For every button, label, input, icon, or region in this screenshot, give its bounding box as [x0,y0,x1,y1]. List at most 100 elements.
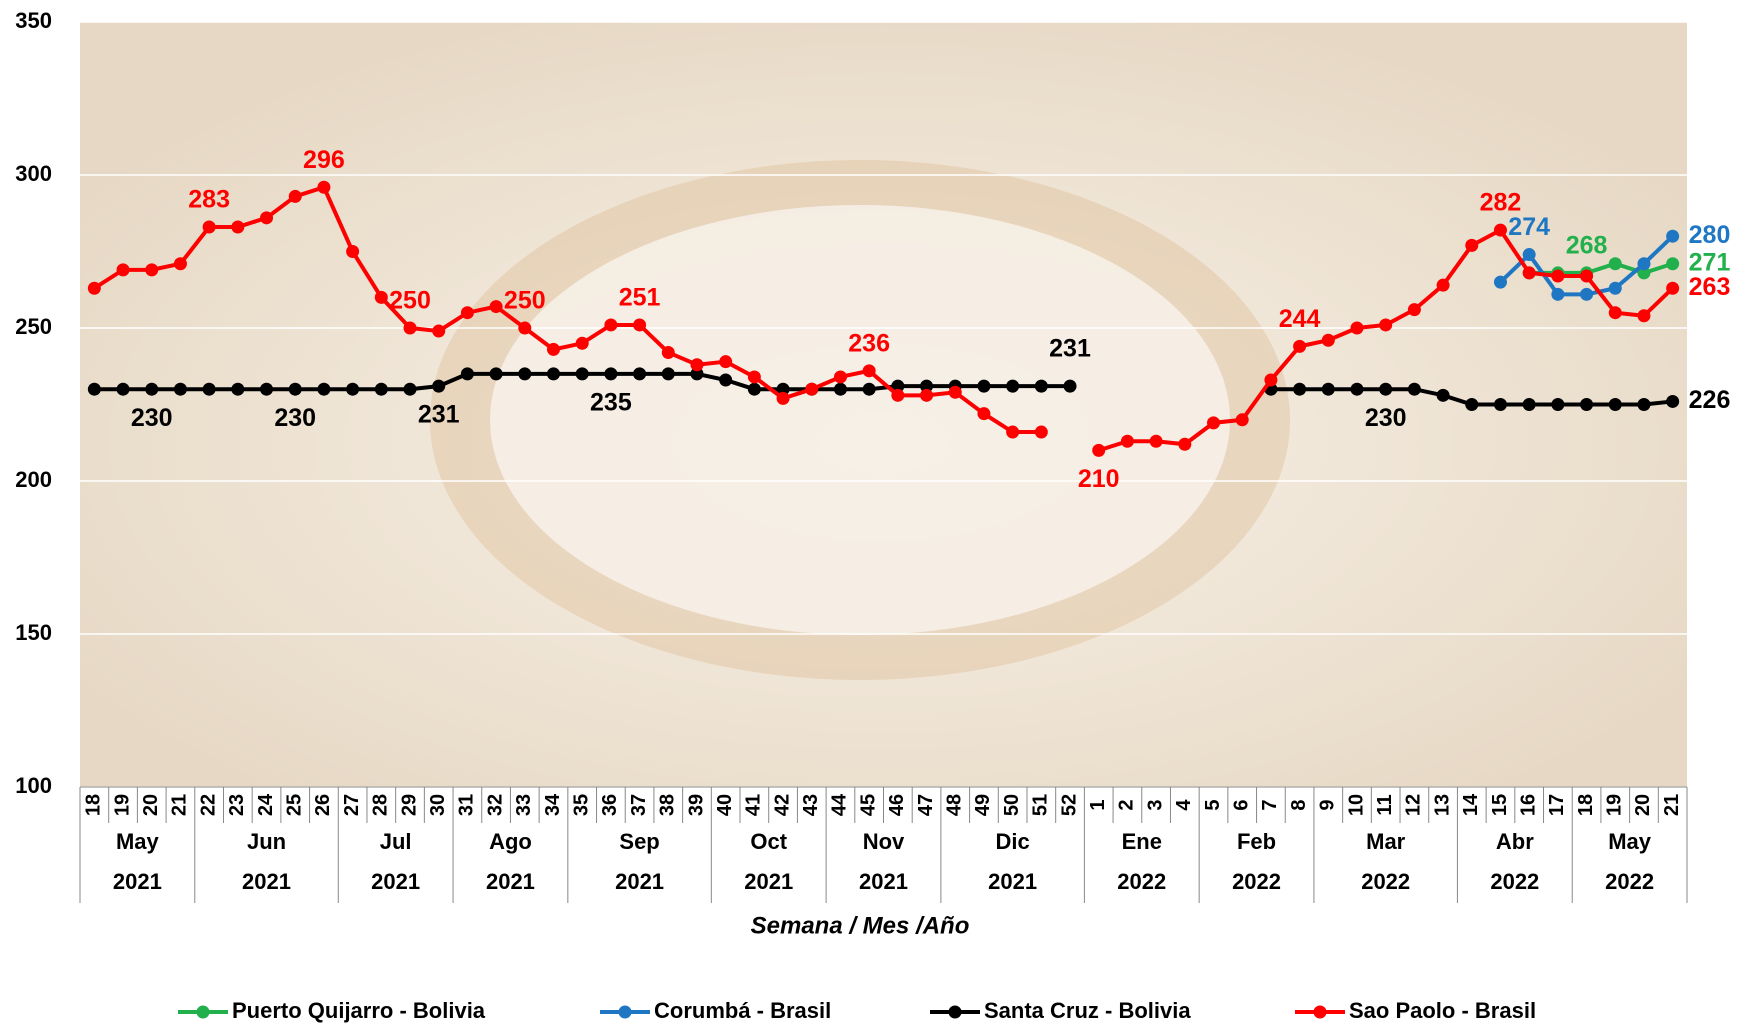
point [403,382,417,396]
data-label: 230 [274,404,316,432]
data-label: 296 [303,146,345,174]
point [1321,333,1335,347]
point [891,379,905,393]
point [920,388,934,402]
month-label: Ene [1122,829,1162,854]
year-label: 2021 [113,869,162,894]
point [633,367,647,381]
x-tick-label: 21 [1661,794,1683,816]
data-label: 231 [418,401,460,429]
x-tick-label: 18 [83,794,105,816]
point [1350,321,1364,335]
x-tick-label: 17 [1546,794,1568,816]
point [690,367,704,381]
point [977,379,991,393]
x-tick-label: 6 [1230,799,1252,810]
data-label: 244 [1279,305,1321,333]
data-label: 231 [1049,335,1091,363]
point [546,367,560,381]
x-tick-label: 20 [140,794,162,816]
point [1580,287,1594,301]
x-tick-label: 45 [857,794,879,816]
point [1666,257,1680,271]
x-tick-label: 28 [370,794,392,816]
point [1350,382,1364,396]
year-label: 2022 [1361,869,1410,894]
point [116,263,130,277]
year-label: 2021 [486,869,535,894]
point [432,324,446,338]
point [489,367,503,381]
point [346,245,360,258]
point [719,373,733,387]
data-label: 250 [504,287,546,315]
point [1666,394,1680,408]
x-tick-label: 46 [886,794,908,816]
month-label: Sep [619,829,659,854]
data-label: 226 [1689,386,1731,414]
x-tick-label: 30 [427,794,449,816]
point [1092,443,1106,457]
point [1608,281,1622,295]
x-tick-label: 42 [771,794,793,816]
data-label: 274 [1508,213,1550,241]
x-tick-label: 37 [628,794,650,816]
data-label: 263 [1689,273,1731,301]
point [1006,425,1020,439]
data-label: 230 [131,404,173,432]
point [432,379,446,393]
x-tick-label: 25 [284,794,306,816]
x-tick-label: 26 [312,794,334,816]
point [920,379,934,393]
point [1149,434,1163,448]
point [231,220,245,234]
point [1235,413,1249,427]
y-tick-label: 350 [15,8,52,33]
x-tick-label: 43 [800,794,822,816]
year-label: 2022 [1117,869,1166,894]
point [87,382,101,396]
x-tick-label: 1 [1087,799,1109,810]
point [1666,281,1680,295]
data-label: 210 [1078,465,1120,493]
x-tick-label: 12 [1403,794,1425,816]
y-tick-label: 150 [15,620,52,645]
point [805,382,819,396]
month-label: May [1608,829,1652,854]
x-axis-title: Semana / Mes /Año [751,912,970,939]
x-tick-label: 4 [1173,799,1195,811]
year-label: 2022 [1490,869,1539,894]
point [862,364,876,378]
point [1551,287,1565,301]
point [1493,398,1507,411]
point [1493,275,1507,289]
point [1034,425,1048,439]
point [173,382,187,396]
point [690,358,704,372]
point [776,382,790,396]
point [747,382,761,396]
legend-label: Sao Paolo - Brasil [1349,998,1536,1023]
point [460,367,474,381]
point [1580,269,1594,283]
point [317,382,331,396]
y-tick-label: 250 [15,314,52,339]
point [661,345,675,359]
legend-label: Corumbá - Brasil [654,998,831,1023]
point [403,321,417,335]
data-label: 230 [1365,404,1407,432]
point [1522,266,1536,280]
point [1436,278,1450,292]
y-tick-label: 300 [15,161,52,186]
legend-marker [618,1005,632,1019]
point [346,382,360,396]
data-label: 250 [389,287,431,315]
x-tick-label: 14 [1460,793,1482,816]
x-tick-label: 33 [513,794,535,816]
point [604,367,618,381]
point [1493,223,1507,237]
point [145,382,159,396]
point [1522,398,1536,411]
year-label: 2022 [1232,869,1281,894]
point [1379,318,1393,332]
